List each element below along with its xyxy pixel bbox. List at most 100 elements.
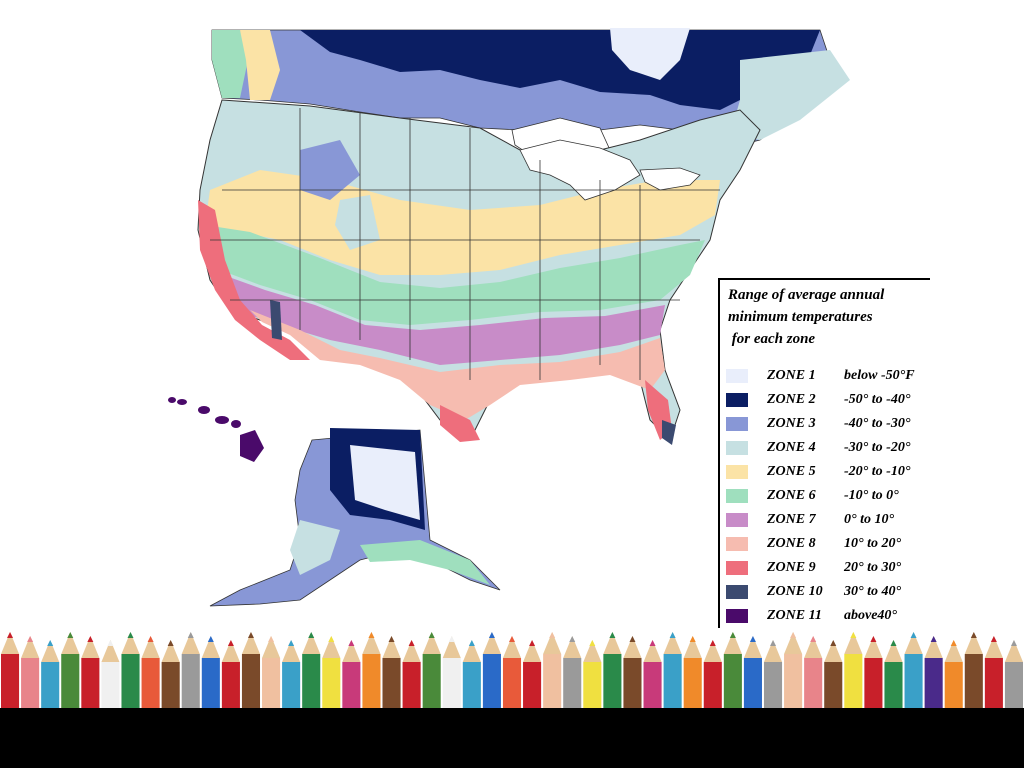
legend-item: ZONE 5 -20° to -10° xyxy=(726,464,932,480)
colored-pencils-banner xyxy=(0,628,1024,708)
legend-zone-range: above40° xyxy=(844,608,898,623)
pencil xyxy=(864,636,883,708)
legend-zone-range: -30° to -20° xyxy=(844,440,911,455)
pencil xyxy=(583,640,602,708)
legend-item: ZONE 9 20° to 30° xyxy=(726,560,932,576)
legend-swatch xyxy=(726,585,748,599)
legend-swatch xyxy=(726,441,748,455)
legend-zone-label: ZONE 10 xyxy=(767,584,823,599)
legend-zone-range: 10° to 20° xyxy=(844,536,902,551)
zone-legend: Range of average annual minimum temperat… xyxy=(718,278,930,630)
pencil xyxy=(804,636,823,708)
pencil xyxy=(683,636,702,708)
legend-item: ZONE 11 above40° xyxy=(726,608,932,624)
legend-swatch xyxy=(726,513,748,527)
pencil xyxy=(141,636,160,708)
pencil xyxy=(523,640,542,708)
legend-zone-label: ZONE 5 xyxy=(767,464,816,479)
pencil xyxy=(382,636,401,708)
legend-swatch xyxy=(726,417,748,431)
legend-title-line-2: minimum temperatures xyxy=(728,309,873,325)
legend-zone-label: ZONE 4 xyxy=(767,440,816,455)
pencil xyxy=(201,636,220,708)
bottom-bar xyxy=(0,708,1024,768)
legend-item: ZONE 8 10° to 20° xyxy=(726,536,932,552)
legend-item: ZONE 6 -10° to 0° xyxy=(726,488,932,504)
legend-swatch xyxy=(726,465,748,479)
legend-zone-range: 20° to 30° xyxy=(844,560,902,575)
hardiness-zone-map xyxy=(168,28,850,607)
contiguous-us-region xyxy=(197,99,761,445)
pencil xyxy=(743,636,762,708)
legend-zone-label: ZONE 3 xyxy=(767,416,816,431)
legend-item: ZONE 10 30° to 40° xyxy=(726,584,932,600)
pencil xyxy=(623,636,642,708)
legend-item: ZONE 1 below -50°F xyxy=(726,368,932,384)
legend-zone-label: ZONE 9 xyxy=(767,560,816,575)
pencil xyxy=(101,640,120,708)
legend-zone-range: -40° to -30° xyxy=(844,416,911,431)
pencil xyxy=(221,640,240,708)
hawaii-region xyxy=(168,397,264,462)
pencil xyxy=(402,640,421,708)
pencil xyxy=(964,632,983,708)
legend-item: ZONE 3 -40° to -30° xyxy=(726,416,932,432)
pencil xyxy=(462,640,481,708)
pencil xyxy=(262,636,281,708)
legend-zone-range: -50° to -40° xyxy=(844,392,911,407)
legend-swatch xyxy=(726,393,748,407)
pencil xyxy=(984,636,1003,708)
pencil xyxy=(302,632,321,708)
legend-swatch xyxy=(726,609,748,623)
pencil xyxy=(844,632,863,708)
legend-zone-range: -10° to 0° xyxy=(844,488,899,503)
pencil xyxy=(502,636,522,708)
pencil xyxy=(824,640,843,708)
legend-zone-label: ZONE 6 xyxy=(767,488,816,503)
legend-swatch xyxy=(726,489,748,503)
legend-zone-label: ZONE 11 xyxy=(767,608,822,623)
pencil xyxy=(181,632,200,708)
pencil xyxy=(563,636,582,708)
pencil xyxy=(422,632,441,708)
pencil xyxy=(81,636,100,708)
legend-zone-label: ZONE 7 xyxy=(767,512,816,527)
pencil xyxy=(884,640,903,708)
legend-zone-range: -20° to -10° xyxy=(844,464,911,479)
pencil xyxy=(342,640,361,708)
legend-item: ZONE 7 0° to 10° xyxy=(726,512,932,528)
pencil xyxy=(703,640,722,708)
pencil xyxy=(241,632,261,708)
pencil xyxy=(362,632,381,708)
pencil xyxy=(21,636,40,708)
pencil xyxy=(603,632,622,708)
pencil xyxy=(61,632,80,708)
pencil xyxy=(41,640,60,708)
pencil xyxy=(1,632,20,708)
legend-item: ZONE 4 -30° to -20° xyxy=(726,440,932,456)
pencil xyxy=(121,632,140,708)
legend-item: ZONE 2 -50° to -40° xyxy=(726,392,932,408)
legend-zone-label: ZONE 8 xyxy=(767,536,816,551)
alaska-region xyxy=(209,428,501,607)
legend-zone-label: ZONE 2 xyxy=(767,392,816,407)
legend-title: Range of average annual minimum temperat… xyxy=(728,284,928,350)
legend-title-line-1: Range of average annual xyxy=(728,287,885,303)
pencil xyxy=(944,640,963,708)
pencil xyxy=(161,640,180,708)
legend-swatch xyxy=(726,537,748,551)
pencil xyxy=(643,640,662,708)
pencil xyxy=(543,632,562,708)
pencil xyxy=(784,632,803,708)
pencil xyxy=(482,632,501,708)
legend-zone-range: 30° to 40° xyxy=(844,584,902,599)
pencil xyxy=(904,632,923,708)
pencil xyxy=(442,636,461,708)
pencil xyxy=(663,632,682,708)
pencil xyxy=(322,636,341,708)
pencil xyxy=(723,632,742,708)
legend-zone-label: ZONE 1 xyxy=(767,368,816,383)
pencil xyxy=(763,640,783,708)
pencil xyxy=(1004,640,1023,708)
pencil xyxy=(924,636,943,708)
